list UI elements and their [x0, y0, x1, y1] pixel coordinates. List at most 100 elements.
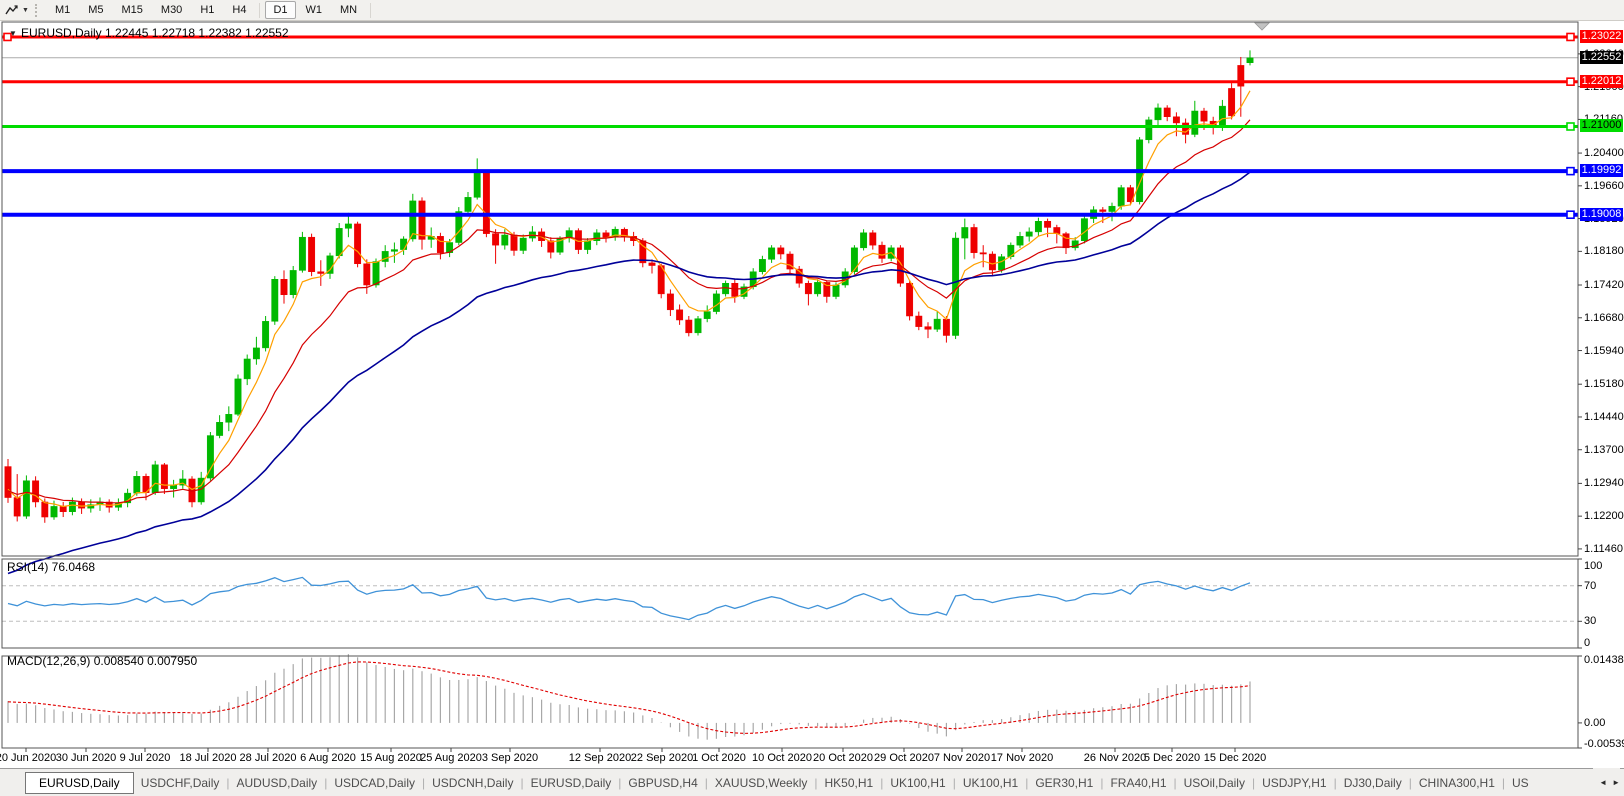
candle-body: [262, 321, 270, 349]
candle-body: [979, 252, 987, 255]
timeframe-button-m1[interactable]: M1: [54, 4, 71, 16]
candle-body: [804, 282, 812, 295]
line-anchor-handle[interactable]: [1566, 166, 1575, 176]
rsi-line: [7, 576, 1251, 621]
date-axis-label: 18 Jul 2020: [179, 752, 237, 764]
timeframe-button-m15[interactable]: M15: [121, 4, 143, 16]
chart-tab-eurusd-daily[interactable]: EURUSD,Daily: [25, 771, 134, 794]
chart-tab-fra40-h1[interactable]: FRA40,H1: [1110, 775, 1167, 790]
line-anchor-handle[interactable]: [1566, 210, 1575, 220]
candle-body: [225, 414, 233, 423]
line-anchor-handle[interactable]: [3, 32, 12, 42]
candle-body: [133, 476, 141, 494]
tab-divider: |: [422, 775, 426, 790]
date-axis-label: 20 Oct 2020: [813, 752, 873, 764]
date-axis-label: 1 Oct 2020: [692, 752, 746, 764]
candle-body: [1163, 107, 1171, 118]
candle-body: [869, 232, 877, 246]
tab-scroll-right-icon[interactable]: ►: [1612, 777, 1620, 787]
chart-tab-china300-h1[interactable]: CHINA300,H1: [1418, 775, 1495, 790]
chart-tab-gbpusd-h4[interactable]: GBPUSD,H4: [628, 775, 698, 790]
timeframe-button-m30[interactable]: M30: [160, 4, 183, 16]
timeframe-button-h4[interactable]: H4: [232, 4, 247, 16]
candle-body: [308, 236, 316, 272]
tab-divider: |: [618, 775, 622, 790]
candle-body: [970, 227, 978, 253]
candle-body: [1182, 122, 1190, 135]
chart-tab-ger30-h1[interactable]: GER30,H1: [1035, 775, 1094, 790]
tab-divider: |: [880, 775, 884, 790]
date-axis-label: 20 Jun 2020: [0, 752, 57, 764]
candle-body: [271, 279, 279, 322]
timeframe-button-h1[interactable]: H1: [200, 4, 215, 16]
candle-body: [50, 506, 58, 518]
candle-body: [78, 501, 86, 509]
timeframe-buttons: M1 M5 M15 M30 H1 H4 D1 W1 MN: [46, 1, 375, 19]
chart-tab-usoil-daily[interactable]: USOil,Daily: [1183, 775, 1245, 790]
macd-tick-label: 0.00: [1584, 716, 1606, 729]
candle-body: [712, 293, 720, 312]
candle-body: [666, 293, 674, 311]
chart-tab-hk50-h1[interactable]: HK50,H1: [824, 775, 874, 790]
line-price-label: 1.21000: [1580, 119, 1623, 133]
line-anchor-handle[interactable]: [1566, 77, 1575, 86]
chart-tab-eurusd-daily[interactable]: EURUSD,Daily: [530, 775, 612, 790]
candle-body: [216, 422, 224, 436]
chart-tab-us[interactable]: US: [1512, 775, 1529, 790]
chart-tab-usdjpy-h1[interactable]: USDJPY,H1: [1262, 775, 1327, 790]
chart-area[interactable]: [0, 0, 1624, 768]
panel-border: [1, 21, 1579, 557]
macd-tick-label: 0.014384: [1584, 654, 1624, 666]
candle-body: [492, 233, 500, 246]
tab-scroll-left-icon[interactable]: ◄: [1599, 777, 1608, 787]
chart-tab-usdchf-daily[interactable]: USDCHF,Daily: [140, 775, 220, 790]
tab-divider: |: [704, 775, 708, 790]
date-axis-label: 7 Nov 2020: [933, 752, 991, 764]
candle-body: [464, 197, 472, 212]
one-click-panel-arrow-icon[interactable]: ▼: [9, 29, 17, 38]
candle-body: [648, 262, 656, 266]
candle-body: [703, 311, 711, 319]
candle-body: [832, 284, 840, 297]
panel-border: [1, 655, 1579, 749]
candle-body: [823, 282, 831, 297]
timeframe-button-w1[interactable]: W1: [305, 4, 323, 16]
candle-body: [850, 247, 858, 272]
candle-body: [381, 251, 389, 262]
candle-body: [501, 234, 509, 246]
toolbar-separator: [370, 2, 372, 18]
chart-shift-marker-icon: [1254, 22, 1270, 31]
chart-tab-audusd-daily[interactable]: AUDUSD,Daily: [236, 775, 318, 790]
timeframe-button-mn[interactable]: MN: [340, 4, 358, 16]
chart-tab-dj30-daily[interactable]: DJ30,Daily: [1343, 775, 1402, 790]
candle-body: [68, 501, 76, 512]
chevron-down-icon[interactable]: ▼: [22, 6, 29, 14]
chart-tab-uk100-h1[interactable]: UK100,H1: [890, 775, 946, 790]
candle-body: [988, 253, 996, 271]
date-axis-label: 12 Sep 2020: [568, 752, 632, 764]
candle-body: [436, 236, 444, 253]
candle-body: [685, 319, 693, 334]
rsi-tick-label: 100: [1584, 560, 1603, 572]
candle-body: [1145, 119, 1153, 141]
chart-tab-uk100-h1[interactable]: UK100,H1: [962, 775, 1019, 790]
price-tick-label: 1.17420: [1584, 279, 1624, 291]
chart-tab-usdcnh-daily[interactable]: USDCNH,Daily: [432, 775, 514, 790]
price-tick-label: 1.18180: [1584, 245, 1624, 258]
timeframe-button-d1[interactable]: D1: [265, 1, 296, 19]
tab-divider: |: [520, 775, 524, 790]
chart-tab-bar: EURUSD,Daily USDCHF,Daily | AUDUSD,Daily | US…: [0, 768, 1624, 796]
line-anchor-handle[interactable]: [1566, 122, 1575, 131]
chart-tab-usdcad-daily[interactable]: USDCAD,Daily: [334, 775, 415, 790]
chart-tool-icon[interactable]: [4, 3, 19, 18]
candle-body: [280, 279, 288, 296]
tab-divider: |: [1501, 775, 1506, 790]
timeframe-button-m5[interactable]: M5: [88, 4, 104, 16]
chart-tab-xauusd-weekly[interactable]: XAUUSD,Weekly: [714, 775, 808, 790]
candle-body: [1191, 110, 1199, 135]
candle-body: [22, 480, 30, 517]
candle-body: [160, 464, 168, 489]
line-anchor-handle[interactable]: [1566, 32, 1575, 42]
toolbar-grip-handle[interactable]: [34, 3, 40, 17]
price-tick-label: 1.12940: [1584, 477, 1624, 490]
